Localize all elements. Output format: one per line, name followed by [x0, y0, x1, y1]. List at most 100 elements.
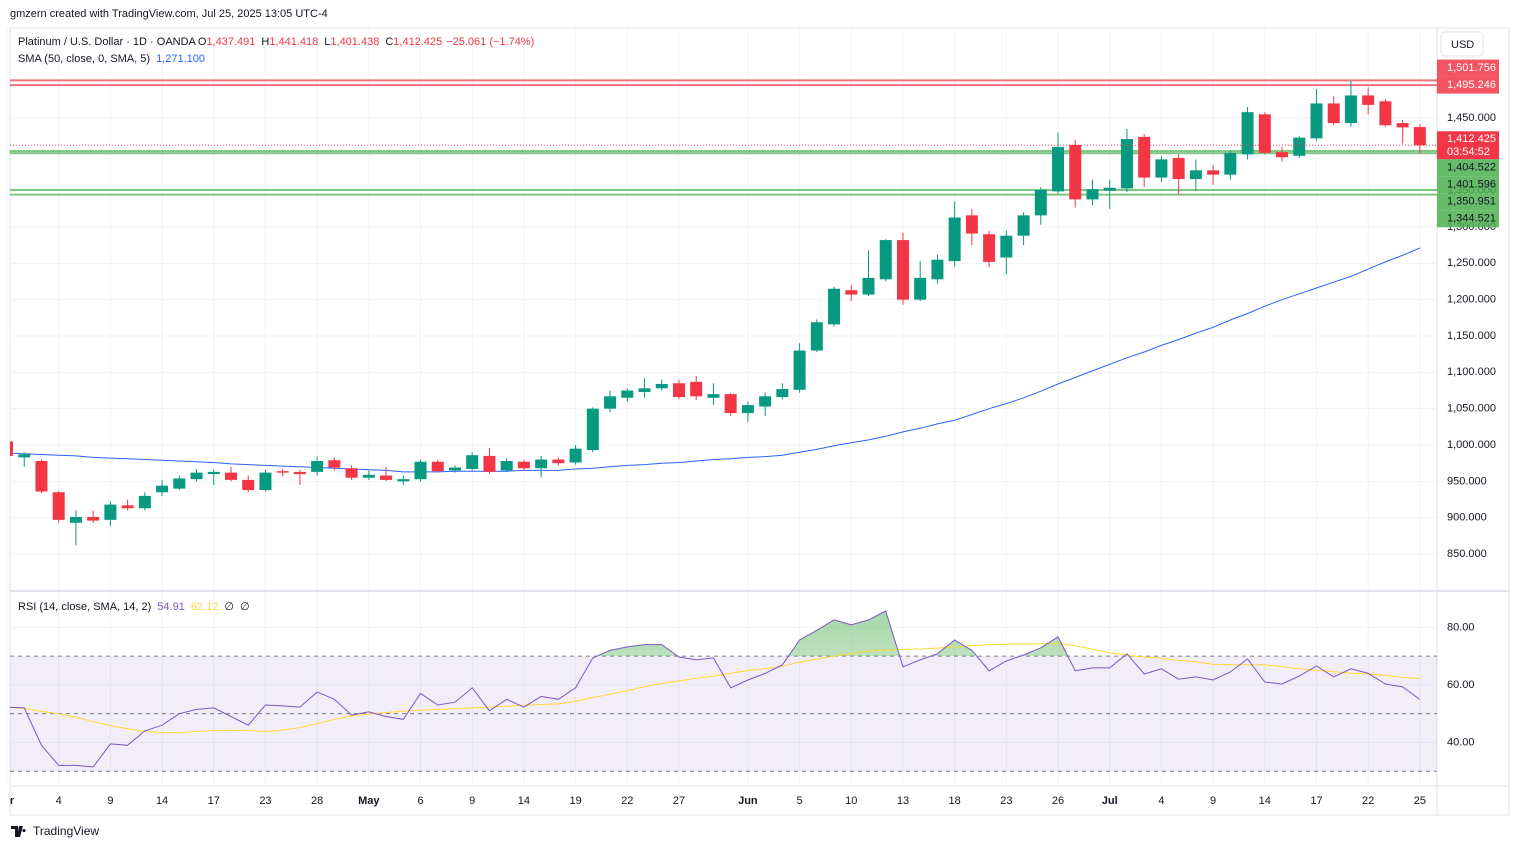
candle-body	[517, 461, 530, 469]
sma-name: SMA (50, close, 0, SMA, 5)	[18, 53, 150, 65]
x-tick-label: 28	[311, 795, 323, 807]
candle-body	[224, 472, 237, 480]
x-tick-label: 14	[1259, 795, 1271, 807]
rsi-tick-label: 80.00	[1447, 621, 1475, 633]
candle-body	[259, 472, 272, 491]
level-label: 1,350.951	[1447, 196, 1496, 208]
candle-body	[896, 240, 909, 300]
level-box	[1437, 176, 1499, 194]
x-tick-label: 25	[1414, 795, 1426, 807]
candle-body	[707, 394, 720, 398]
x-tick-label: 23	[259, 795, 271, 807]
frame	[9, 27, 1510, 816]
candle-body	[1327, 103, 1340, 124]
y-tick-label: 1,000.000	[1447, 439, 1496, 451]
level-label: 1,344.521	[1447, 213, 1496, 225]
x-tick-label: 17	[208, 795, 220, 807]
level-box	[1437, 193, 1499, 211]
rsi-value: 54.91	[157, 601, 185, 613]
x-tick-label: May	[358, 795, 380, 807]
candle-body	[1396, 123, 1409, 128]
candle-body	[862, 277, 875, 295]
x-tick-label: 22	[1362, 795, 1374, 807]
countdown: 03:54:52	[1447, 146, 1490, 158]
candle-body	[500, 461, 513, 471]
candle-body	[1207, 170, 1220, 175]
rsi-line	[10, 643, 1420, 734]
y-tick-label: 1,150.000	[1447, 330, 1496, 342]
candle-body	[156, 485, 169, 493]
candle-body	[1344, 95, 1357, 124]
rsi-tick-label: 60.00	[1447, 679, 1475, 691]
candle-body	[121, 505, 134, 509]
candle-body	[293, 471, 306, 475]
candle-body	[1172, 157, 1185, 180]
candle-body	[87, 516, 100, 521]
overbought-fill	[596, 611, 1129, 657]
y-tick-label: 850.000	[1447, 548, 1487, 560]
level-label: 1,501.756	[1447, 62, 1496, 74]
candle-body	[1310, 103, 1323, 139]
y-tick-label: 1,200.000	[1447, 294, 1496, 306]
rsi-extra: ∅	[224, 601, 234, 613]
ohlc-value: 1,437.491	[206, 36, 255, 48]
candle-body	[10, 441, 13, 456]
brand: TradingView	[33, 824, 99, 838]
brand-logo	[11, 826, 26, 837]
axes: r 4 9 14 17 23 28 May 6 9 14 19 22 27 Jun 5 10 13 18 23 26 Ju…	[10, 59, 1499, 807]
candle-body	[604, 396, 617, 409]
candle-body	[52, 492, 65, 520]
currency[interactable]: USD	[1451, 39, 1474, 51]
ohlc-value: 1,412.425	[393, 36, 442, 48]
candle-body	[586, 408, 599, 451]
candle-body	[431, 461, 444, 472]
x-tick-label: 14	[518, 795, 530, 807]
candle-body	[552, 459, 565, 464]
candle-body	[931, 259, 944, 280]
ohlc-key: H	[261, 36, 269, 48]
candle-body	[1258, 114, 1271, 153]
x-tick-label: 4	[56, 795, 62, 807]
y-tick-label: 1,450.000	[1447, 112, 1496, 124]
rsi-extra: ∅	[240, 601, 250, 613]
candle-body	[35, 461, 48, 492]
x-tick-label: 4	[1158, 795, 1164, 807]
symbol: Platinum / U.S. Dollar · 1D · OANDA	[18, 36, 197, 48]
candle-body	[1103, 187, 1116, 191]
level-label: 1,404.522	[1447, 162, 1496, 174]
ohlc-key: L	[324, 36, 330, 48]
last-price-label: 1,412.425	[1447, 133, 1496, 145]
candle-body	[190, 472, 203, 480]
x-tick-label: 22	[621, 795, 633, 807]
level-box	[1437, 59, 1499, 77]
y-tick-label: 1,250.000	[1447, 257, 1496, 269]
candle-body	[207, 471, 220, 475]
ohlc-key: C	[385, 36, 393, 48]
candle-body	[1276, 152, 1289, 158]
candle-body	[1379, 101, 1392, 126]
rsi-pane	[10, 610, 1437, 772]
candle-body	[1034, 189, 1047, 216]
candle-body	[466, 455, 479, 469]
level-box	[1437, 210, 1499, 228]
candle-body	[690, 381, 703, 397]
currency-box[interactable]	[1440, 31, 1484, 57]
candle-body	[759, 396, 772, 407]
candle-body	[1052, 147, 1065, 192]
candle-body	[69, 516, 82, 523]
ohlc-value: 1,441.418	[269, 36, 318, 48]
candle-body	[965, 215, 978, 234]
x-tick-label: Jul	[1102, 795, 1118, 807]
ohlc-key: O	[198, 36, 207, 48]
sma-value: 1,271.100	[156, 53, 205, 65]
rsi-value: 62.12	[191, 601, 219, 613]
candle-body	[1120, 139, 1133, 189]
candle-body	[1138, 136, 1151, 178]
x-tick-label: 19	[569, 795, 581, 807]
candle-body	[173, 478, 186, 489]
x-tick-label: 23	[1000, 795, 1012, 807]
y-tick-label: 1,100.000	[1447, 366, 1496, 378]
candle-body	[810, 322, 823, 351]
candle-body	[776, 389, 789, 398]
x-tick-label: Jun	[738, 795, 758, 807]
